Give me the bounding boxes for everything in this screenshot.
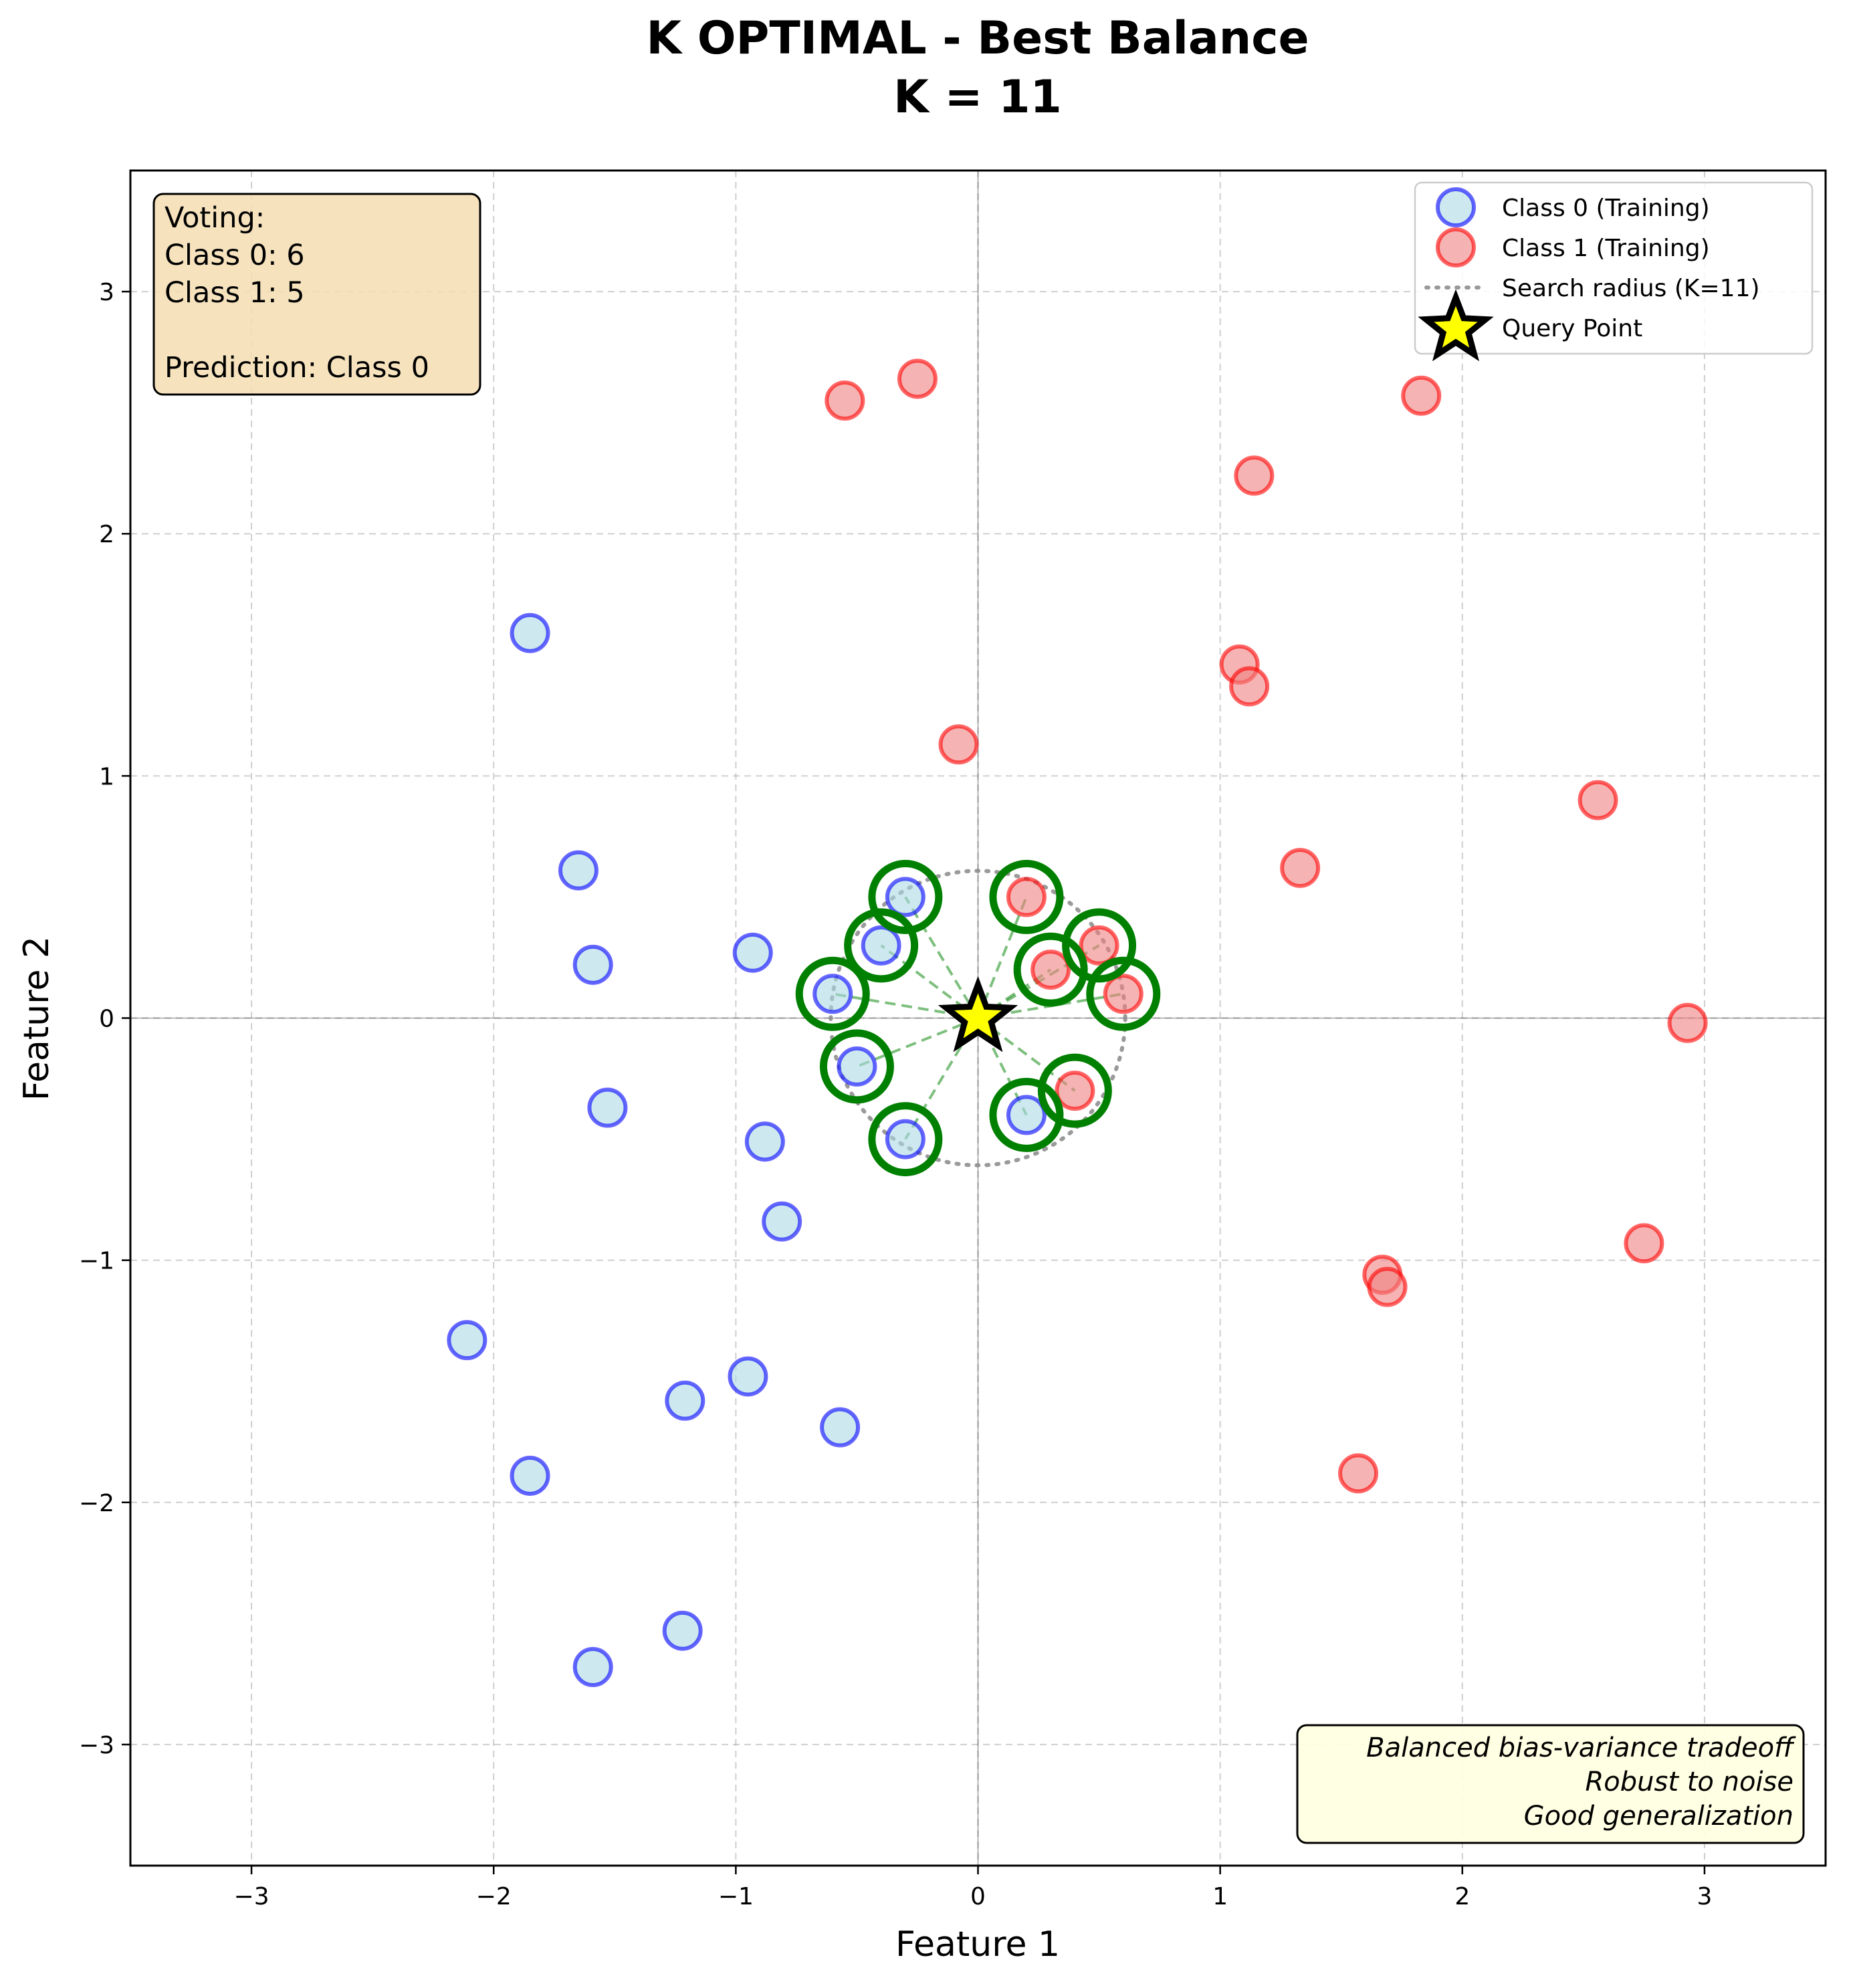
note-line: Robust to noise [1585, 1767, 1793, 1797]
class0-point [510, 613, 550, 653]
neighbor-ring [1062, 908, 1137, 983]
legend-frame [1414, 181, 1814, 355]
legend-class1-marker [1436, 227, 1476, 267]
class1-point [938, 724, 979, 765]
class0-point [447, 1320, 487, 1361]
class1-point [1229, 666, 1270, 707]
neighbor-ring [989, 859, 1064, 934]
class1-point [1401, 375, 1442, 416]
class0-point [510, 1455, 550, 1496]
class0-point [837, 1046, 877, 1087]
class0-point [558, 850, 599, 891]
neighbor-ring [1013, 932, 1088, 1007]
class0-point [732, 932, 773, 973]
class0-point [572, 944, 613, 985]
x-tick-label: 1 [1212, 1883, 1228, 1910]
neighbor-ring [868, 859, 943, 934]
x-axis-label: Feature 1 [895, 1924, 1060, 1965]
x-tick-label: 2 [1454, 1883, 1470, 1910]
note-line: Balanced bias-variance tradeoff [1366, 1733, 1796, 1763]
class1-point [1006, 877, 1047, 917]
neighbor-ring [795, 956, 870, 1031]
note-box-frame [1296, 1724, 1805, 1844]
note-box: Balanced bias-variance tradeoff Robust to… [1296, 1724, 1805, 1844]
class1-point [1578, 780, 1618, 820]
neighbor-ring [844, 908, 919, 983]
class1-point [1624, 1223, 1664, 1264]
y-tick-label: −1 [79, 1248, 114, 1275]
legend-label: Query Point [1502, 315, 1642, 342]
class0-point [812, 974, 853, 1014]
y-axis-label: Feature 2 [17, 936, 57, 1101]
legend: Class 0 (Training) Class 1 (Training) Sear… [1414, 181, 1814, 362]
legend-label: Class 0 (Training) [1502, 195, 1710, 222]
class1-point [1030, 950, 1071, 990]
voting-line: Class 1: 5 [165, 276, 305, 310]
chart-title: K OPTIMAL - Best Balance [646, 12, 1309, 65]
y-tick-label: 0 [99, 1006, 114, 1033]
class1-point [1367, 1266, 1408, 1307]
class0-point [744, 1121, 785, 1162]
y-tick-label: 3 [99, 279, 114, 306]
voting-line: Class 0: 6 [165, 239, 305, 272]
legend-class0-marker [1436, 187, 1476, 227]
voting-box: Voting: Class 0: 6 Class 1: 5 Prediction: C… [152, 193, 481, 396]
voting-line: Prediction: Class 0 [165, 351, 429, 384]
y-tick-label: −2 [79, 1490, 114, 1517]
class1-point [1079, 925, 1119, 966]
class1-point [1234, 455, 1275, 496]
x-tick-label: 0 [970, 1883, 986, 1910]
chart-subtitle: K = 11 [893, 71, 1062, 124]
voting-box-frame [152, 193, 481, 396]
neighbor-link [904, 896, 980, 1019]
neighbor-ring [819, 1029, 894, 1104]
neighbor-ring [868, 1102, 943, 1177]
class0-point [728, 1356, 768, 1397]
class0-point [662, 1610, 703, 1651]
x-tick-label: −3 [234, 1883, 269, 1910]
class1-point [897, 358, 938, 399]
class0-point [861, 925, 901, 966]
plot-area [447, 358, 1708, 1688]
class0-point [885, 877, 926, 917]
class1-point [1667, 1002, 1708, 1043]
class1-point [1280, 847, 1321, 888]
class0-point [820, 1407, 861, 1448]
class0-point [665, 1380, 705, 1421]
class0-point [885, 1119, 926, 1159]
class0-point [1006, 1095, 1047, 1135]
class1-point [1103, 974, 1144, 1014]
class0-point [587, 1087, 628, 1128]
x-tick-label: −2 [476, 1883, 512, 1910]
x-tick-label: −1 [718, 1883, 754, 1910]
x-tick-label: 3 [1697, 1883, 1712, 1910]
voting-line: Voting: [165, 201, 265, 235]
axes: −3 −2 −1 0 1 2 3 −3 −2 −1 0 1 2 3 [79, 169, 1827, 1910]
y-tick-label: −3 [79, 1732, 114, 1759]
neighbor-link [856, 1016, 979, 1068]
neighbor-ring [1086, 956, 1161, 1031]
y-tick-label: 1 [99, 763, 114, 790]
query-point-star [938, 976, 1018, 1053]
y-tick-label: 2 [99, 521, 114, 548]
class1-point [1055, 1071, 1095, 1111]
legend-label: Search radius (K=11) [1502, 275, 1760, 302]
legend-label: Class 1 (Training) [1502, 235, 1710, 262]
class1-point [1338, 1453, 1379, 1494]
note-line: Good generalization [1524, 1801, 1793, 1832]
search-radius-circle [829, 869, 1127, 1168]
legend-query-marker [1418, 289, 1494, 362]
class0-point [572, 1647, 613, 1688]
chart-title-group: K OPTIMAL - Best Balance K = 11 [646, 12, 1309, 124]
class1-point [825, 380, 865, 421]
class0-point [762, 1201, 802, 1242]
neighbor-ring [1037, 1053, 1112, 1128]
neighbor-ring [989, 1077, 1064, 1152]
